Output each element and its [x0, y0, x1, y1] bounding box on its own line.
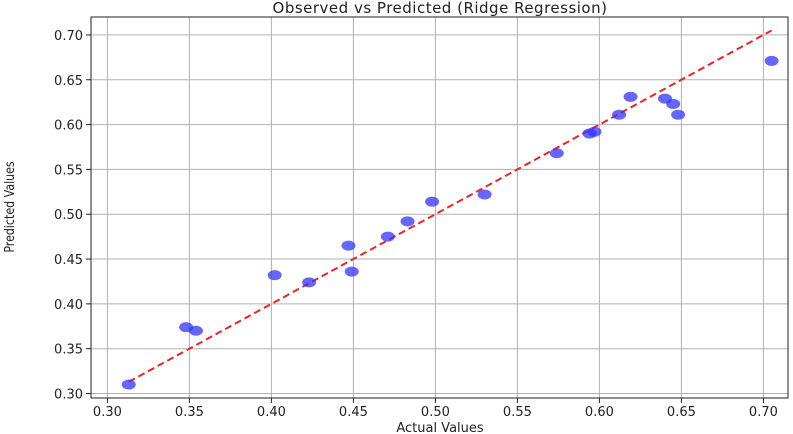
x-tick-label: 0.30 [93, 405, 122, 420]
reference-line [128, 29, 773, 383]
x-tick-label: 0.40 [257, 405, 286, 420]
y-axis-title: Predicted Values [2, 161, 17, 252]
scatter-point [764, 55, 779, 66]
scatter-point [380, 231, 395, 242]
chart-title: Observed vs Predicted (Ridge Regression) [273, 0, 608, 17]
scatter-point [344, 266, 359, 277]
scatter-point [612, 109, 627, 120]
y-tick-label: 0.55 [54, 163, 83, 178]
scatter-point [549, 148, 564, 159]
y-tick-label: 0.50 [54, 208, 83, 223]
scatter-point [671, 109, 686, 120]
scatter-point [267, 270, 282, 281]
scatter-point [121, 379, 136, 390]
y-tick-label: 0.35 [54, 343, 83, 358]
x-axis-title: Actual Values [396, 421, 484, 434]
scatter-point [425, 196, 440, 207]
grid [91, 17, 788, 398]
x-tick-label: 0.55 [503, 405, 532, 420]
x-axis: 0.30 0.35 0.40 0.45 0.50 0.55 0.60 0.65 0.70 [93, 398, 778, 420]
scatter-point [302, 277, 317, 288]
x-tick-label: 0.45 [339, 405, 368, 420]
y-tick-label: 0.65 [54, 74, 83, 89]
x-tick-label: 0.35 [175, 405, 204, 420]
x-tick-label: 0.50 [421, 405, 450, 420]
scatter-point [623, 91, 638, 102]
scatter-point [587, 126, 602, 137]
scatter-point [400, 216, 415, 227]
x-tick-label: 0.70 [749, 405, 778, 420]
y-tick-label: 0.45 [54, 253, 83, 268]
y-tick-label: 0.30 [54, 388, 83, 403]
y-tick-label: 0.70 [54, 29, 83, 44]
x-tick-label: 0.65 [667, 405, 696, 420]
x-tick-label: 0.60 [585, 405, 614, 420]
scatter-point [477, 189, 492, 200]
y-tick-label: 0.40 [54, 298, 83, 313]
y-tick-label: 0.60 [54, 119, 83, 134]
points-layer [121, 55, 779, 390]
fit-line-layer [128, 29, 773, 383]
scatter-point [666, 98, 681, 109]
plot-area-frame [90, 16, 789, 399]
scatter-point [188, 325, 203, 336]
scatter-point [341, 240, 356, 251]
y-axis: 0.30 0.35 0.40 0.45 0.50 0.55 0.60 0.65 0.70 [54, 29, 91, 403]
